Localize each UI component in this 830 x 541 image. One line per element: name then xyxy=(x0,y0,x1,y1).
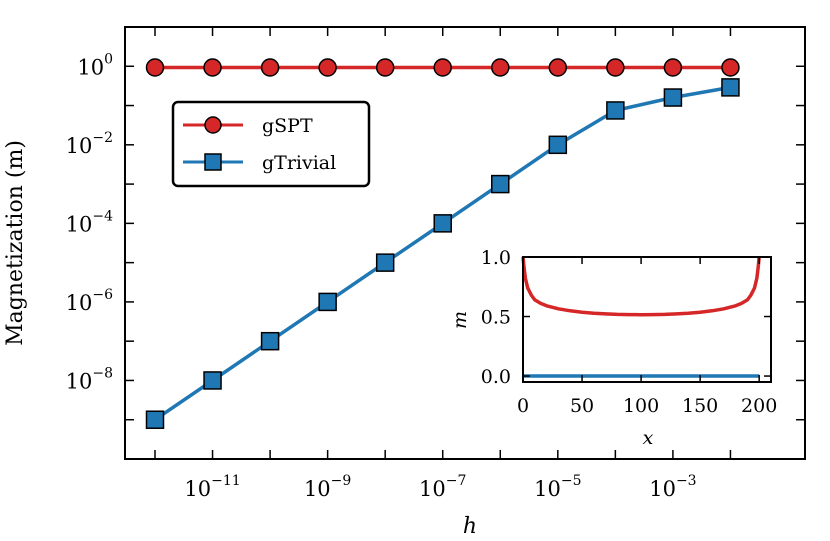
inset-y-tick-label: 0.5 xyxy=(481,307,511,329)
legend: gSPT gTrivial xyxy=(171,100,371,188)
inset-x-tick-label: 150 xyxy=(682,395,718,417)
y-tick-label-base: 10 xyxy=(66,134,93,158)
legend-marker-gtrivial xyxy=(204,153,222,171)
data-point-gtrivial xyxy=(433,214,452,233)
x-axis-title: h xyxy=(463,514,477,539)
data-point-gspt xyxy=(375,58,395,77)
y-axis-title-text: Magnetization (m) xyxy=(3,140,28,346)
y-tick-label-base: 10 xyxy=(77,55,104,79)
data-point-gtrivial xyxy=(203,371,222,390)
inset-y-tick-label: 0.0 xyxy=(481,366,511,388)
x-tick-label-base: 10 xyxy=(534,477,561,501)
y-tick-label-exponent: 0 xyxy=(104,51,113,67)
y-tick-label: 100 xyxy=(77,51,113,79)
inset-y-axis-title: m xyxy=(449,311,471,329)
legend-frame xyxy=(171,100,371,188)
x-tick-label: 10−3 xyxy=(649,473,696,501)
data-point-gtrivial xyxy=(260,331,280,351)
main-series xyxy=(145,58,740,429)
x-tick-label-base: 10 xyxy=(649,477,676,501)
data-point-gtrivial xyxy=(318,292,337,312)
data-point-gspt xyxy=(433,58,452,77)
inset-x-tick-label: 200 xyxy=(741,395,777,417)
data-point-gspt xyxy=(548,58,568,77)
data-point-gspt xyxy=(203,58,222,77)
y-tick-label-base: 10 xyxy=(66,369,93,393)
y-tick-label: 10−6 xyxy=(66,287,113,315)
inset-x-axis-title: x xyxy=(643,427,654,449)
data-point-gtrivial xyxy=(548,135,568,155)
y-tick-label: 10−2 xyxy=(66,130,113,158)
x-tick-label-exponent: −11 xyxy=(211,473,241,489)
x-tick-label: 10−7 xyxy=(419,473,466,501)
x-tick-label: 10−11 xyxy=(184,473,240,501)
x-tick-label: 10−5 xyxy=(534,473,581,501)
data-point-gtrivial xyxy=(491,174,510,194)
main-ticks xyxy=(125,26,805,460)
inset-x-tick-label: 100 xyxy=(623,395,659,417)
data-point-gtrivial xyxy=(721,78,740,97)
y-tick-label-base: 10 xyxy=(66,291,93,315)
y-tick-label: 10−8 xyxy=(66,365,113,393)
y-tick-label-exponent: −6 xyxy=(92,287,113,303)
x-tick-label-exponent: −3 xyxy=(676,473,697,489)
data-point-gspt xyxy=(145,58,165,77)
inset-x-tick-label: 50 xyxy=(570,395,594,417)
data-point-gspt xyxy=(318,58,337,77)
x-tick-label-base: 10 xyxy=(419,477,446,501)
y-tick-label-exponent: −2 xyxy=(92,130,113,146)
y-tick-label: 10−4 xyxy=(66,208,113,236)
x-tick-label-base: 10 xyxy=(304,477,331,501)
data-point-gtrivial xyxy=(145,410,165,429)
inset-y-tick-label: 1.0 xyxy=(481,247,511,269)
y-tick-label-base: 10 xyxy=(66,212,93,236)
data-point-gspt xyxy=(663,58,683,77)
data-point-gspt xyxy=(721,58,740,77)
x-tick-label: 10−9 xyxy=(304,473,351,501)
inset-series-line-gspt xyxy=(521,256,761,317)
x-tick-label-exponent: −9 xyxy=(331,473,352,489)
x-tick-label-base: 10 xyxy=(184,477,211,501)
x-tick-label-exponent: −7 xyxy=(446,473,467,489)
data-point-gspt xyxy=(260,58,280,77)
y-tick-label-exponent: −8 xyxy=(92,365,113,381)
data-point-gtrivial xyxy=(606,101,625,120)
legend-label-gspt: gSPT xyxy=(262,115,313,137)
inset-plot-frame xyxy=(522,256,772,383)
inset-ticks: 0 50 100 150 200 0.0 0.5 1.0 xyxy=(481,247,778,417)
y-tick-label-exponent: −4 xyxy=(92,208,113,224)
data-point-gtrivial xyxy=(663,88,683,107)
data-point-gspt xyxy=(491,58,510,77)
inset-x-tick-label: 0 xyxy=(517,395,529,417)
legend-label-gtrivial: gTrivial xyxy=(262,152,336,174)
inset-chart: 0 50 100 150 200 0.0 0.5 1.0 m x xyxy=(449,247,777,449)
y-axis-title: Magnetization (m) xyxy=(3,140,28,346)
legend-marker-gspt xyxy=(204,116,222,134)
main-plot-frame xyxy=(124,26,806,460)
data-point-gtrivial xyxy=(375,253,395,272)
data-point-gspt xyxy=(606,58,625,77)
x-tick-label-exponent: −5 xyxy=(561,473,582,489)
inset-background xyxy=(523,257,771,382)
